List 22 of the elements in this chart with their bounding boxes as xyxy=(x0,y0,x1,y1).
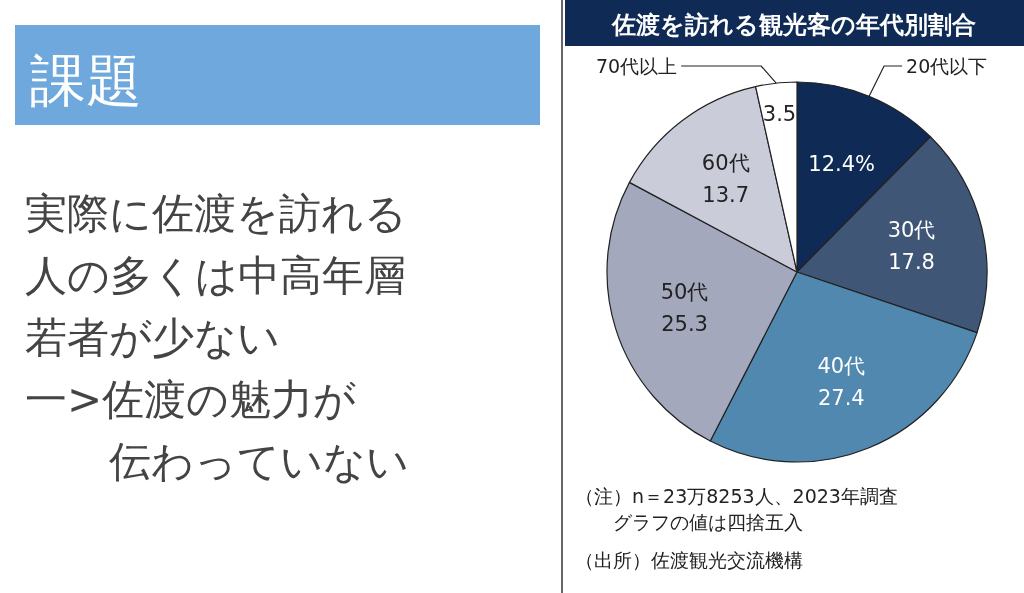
chart-title: 佐渡を訪れる観光客の年代別割合 xyxy=(611,11,976,39)
text: 若者が少ない xyxy=(25,313,280,362)
data-label: 17.8 xyxy=(888,249,935,274)
data-label: 25.3 xyxy=(661,312,708,337)
data-label: 12.4% xyxy=(808,152,876,177)
slice-label: 60代 xyxy=(701,151,750,176)
slice-label: 30代 xyxy=(887,217,936,242)
slice-label: 50代 xyxy=(660,280,709,305)
text: 伝わっていない xyxy=(25,437,409,486)
text: （出所）佐渡観光交流機構 xyxy=(575,549,803,571)
text: 課題 xyxy=(30,48,142,113)
text: （注）n＝23万8253人、2023年調査 xyxy=(575,485,898,507)
text: 一>佐渡の魅力が xyxy=(25,375,357,424)
text: グラフの値は四捨五入 xyxy=(575,511,803,533)
text: 人の多くは中高年層 xyxy=(25,251,406,300)
data-label: 3.5 xyxy=(762,102,797,127)
data-label: 13.7 xyxy=(702,183,750,208)
slice-label: 40代 xyxy=(817,354,866,379)
slice-label: 70代以上 xyxy=(595,55,678,77)
text: 実際に佐渡を訪れる xyxy=(25,189,407,238)
data-label: 27.4 xyxy=(817,386,865,411)
slice-label: 20代以下 xyxy=(906,55,988,77)
